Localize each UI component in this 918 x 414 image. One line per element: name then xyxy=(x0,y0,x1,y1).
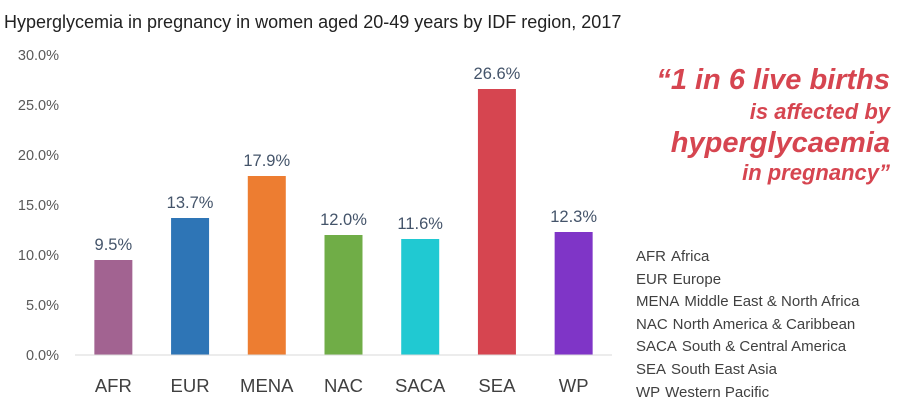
bar-saca xyxy=(401,239,440,355)
y-tick-label: 30.0% xyxy=(18,48,59,64)
legend-name: Africa xyxy=(671,248,710,265)
legend-item-saca: SACA South & Central America xyxy=(636,336,916,359)
legend-code: NAC xyxy=(636,315,668,333)
bar-nac xyxy=(324,235,363,355)
legend-name: Western Pacific xyxy=(665,383,770,401)
bar-afr xyxy=(94,260,133,355)
data-label-nac: 12.0% xyxy=(320,211,367,229)
legend-name: North America & Caribbean xyxy=(672,315,856,333)
data-label-afr: 9.5% xyxy=(95,236,133,254)
data-label-sea: 26.6% xyxy=(474,65,521,83)
legend-code: SEA xyxy=(636,360,667,378)
y-tick-label: 15.0% xyxy=(18,198,59,214)
chart-title: Hyperglycemia in pregnancy in women aged… xyxy=(4,12,621,32)
legend-item-eur: EUR Europe xyxy=(636,269,916,292)
legend-code: EUR xyxy=(636,270,668,288)
x-tick-label-sea: SEA xyxy=(478,375,516,396)
x-tick-label-mena: MENA xyxy=(240,375,294,396)
bar-sea xyxy=(477,89,516,355)
y-tick-label: 5.0% xyxy=(26,298,59,314)
legend-item-nac: NAC North America & Caribbean xyxy=(636,314,916,337)
callout-quote: “1 in 6 live births is affected by hyper… xyxy=(606,66,894,184)
legend-code: WP xyxy=(636,383,661,401)
quote-line-1: “1 in 6 live births xyxy=(656,64,890,96)
legend-name: South & Central America xyxy=(681,338,847,356)
x-tick-label-saca: SACA xyxy=(395,375,446,396)
legend-code: SACA xyxy=(636,338,677,356)
x-tick-label-nac: NAC xyxy=(324,375,363,396)
legend-item-afr: AFR Africa xyxy=(636,246,916,269)
bar-eur xyxy=(171,218,210,355)
data-label-saca: 11.6% xyxy=(397,215,443,233)
bars xyxy=(94,89,593,355)
x-tick-label-eur: EUR xyxy=(171,375,210,396)
legend-name: South East Asia xyxy=(671,360,777,378)
value-labels: 9.5% 13.7% 17.9% 12.0% 11.6% 26.6% 12.3% xyxy=(95,65,598,254)
bar-mena xyxy=(247,176,286,355)
legend-name: Europe xyxy=(672,270,722,288)
bar-wp xyxy=(554,232,593,355)
quote-line-3: hyperglycaemia xyxy=(670,127,890,159)
legend-item-wp: WP Western Pacific xyxy=(636,382,916,405)
x-tick-label-afr: AFR xyxy=(95,375,132,396)
quote-line-2: is affected by xyxy=(749,99,890,124)
y-tick-label: 10.0% xyxy=(18,248,59,264)
legend-code: AFR xyxy=(636,248,666,265)
region-legend: AFR Africa EUR Europe MENA Middle East & No… xyxy=(636,246,916,404)
data-label-eur: 13.7% xyxy=(167,194,214,212)
y-tick-label: 20.0% xyxy=(18,148,59,164)
legend-item-sea: SEA South East Asia xyxy=(636,359,916,382)
legend-code: MENA xyxy=(636,293,680,311)
legend-item-mena: MENA Middle East & North Africa xyxy=(636,291,916,314)
data-label-mena: 17.9% xyxy=(243,152,290,170)
y-tick-label: 25.0% xyxy=(18,98,59,114)
y-axis: 0.0% 5.0% 10.0% 15.0% 20.0% 25.0% 30.0% xyxy=(18,48,59,364)
quote-line-4: in pregnancy” xyxy=(742,160,890,185)
legend-name: Middle East & North Africa xyxy=(684,293,860,311)
data-label-wp: 12.3% xyxy=(550,208,597,226)
x-axis: AFR EUR MENA NAC SACA SEA WP xyxy=(75,354,612,396)
y-tick-label: 0.0% xyxy=(26,348,59,364)
x-tick-label-wp: WP xyxy=(559,375,589,396)
